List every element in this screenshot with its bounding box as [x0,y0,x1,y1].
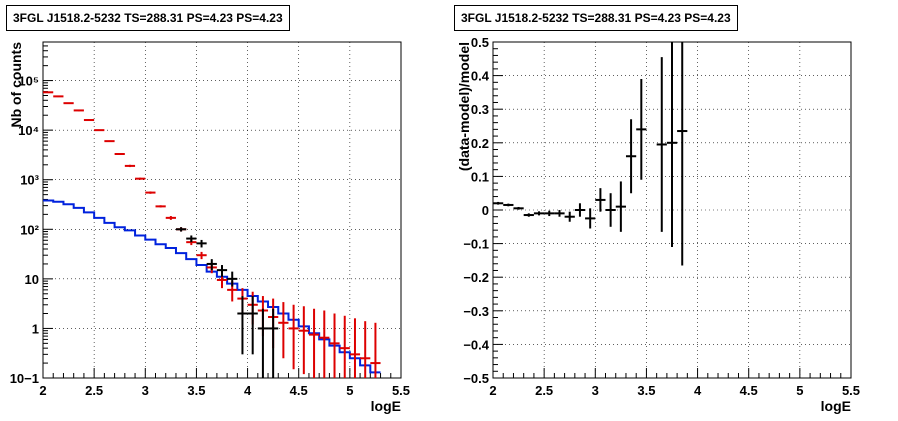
model-source-line [43,199,381,374]
x-tick-label: 5.5 [392,383,410,398]
y-tick-label: 10⁴ [18,123,39,138]
x-tick-label: 3.5 [637,383,655,398]
y-tick-label: 10⁵ [18,74,39,89]
x-tick-label: 5 [346,383,353,398]
y-tick-label: 10³ [20,173,39,188]
y-tick-label: −0.5 [463,371,489,386]
y-tick-label: 10² [20,222,39,237]
y-tick-label: −0.2 [463,270,489,285]
y-tick-label: 0.3 [471,102,489,117]
x-tick-label: 2 [39,383,46,398]
y-tick-label: 1 [32,321,39,336]
x-tick-label: 5 [796,383,803,398]
y-tick-label: 0.2 [471,136,489,151]
y-tick-label: −0.4 [463,337,489,352]
x-tick-label: 4 [244,383,252,398]
y-tick-label: 10−1 [10,371,39,386]
y-axis-label: (data-model)/model [456,42,472,171]
y-tick-label: 0.4 [471,69,490,84]
x-axis-label: logE [371,398,401,414]
y-tick-label: 0.5 [471,35,489,50]
x-axis-label: logE [821,398,851,414]
y-axis-label: Nb of counts [8,42,24,128]
y-tick-label: −0.1 [463,237,489,252]
x-tick-label: 4 [694,383,702,398]
x-tick-label: 3.5 [187,383,205,398]
left-plot-frame [42,41,402,379]
x-tick-label: 2 [489,383,496,398]
x-tick-label: 4.5 [740,383,758,398]
right-chart-title: 3FGL J1518.2-5232 TS=288.31 PS=4.23 PS=4… [454,5,738,31]
y-tick-label: 0.1 [471,169,489,184]
x-tick-label: 2.5 [85,383,103,398]
left-chart-title: 3FGL J1518.2-5232 TS=288.31 PS=4.23 PS=4… [6,5,290,31]
y-tick-label: 10 [25,272,39,287]
y-tick-label: −0.3 [463,304,489,319]
x-tick-label: 4.5 [290,383,308,398]
x-tick-label: 3 [142,383,149,398]
x-tick-label: 3 [592,383,599,398]
x-tick-label: 5.5 [842,383,860,398]
y-tick-label: 0 [482,203,489,218]
x-tick-label: 2.5 [535,383,553,398]
